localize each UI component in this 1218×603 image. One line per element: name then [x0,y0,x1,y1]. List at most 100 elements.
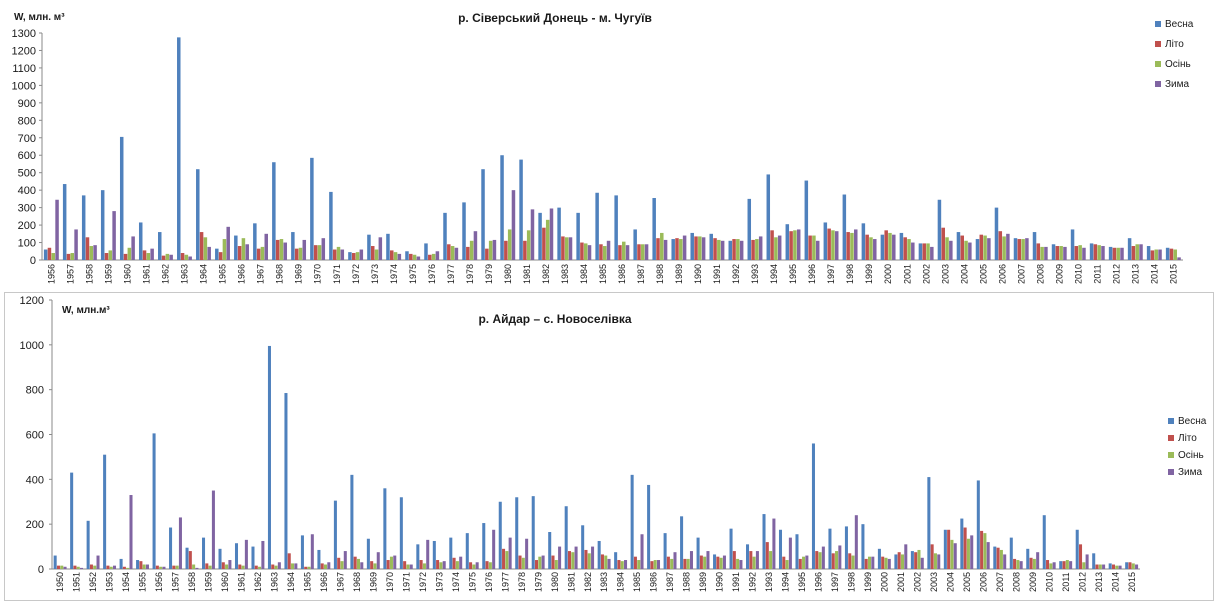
x-tick-label: 1966 [237,264,247,284]
bar [74,229,78,260]
x-tick-label: 1977 [500,572,510,592]
bar [234,235,238,260]
bar [844,526,848,569]
bar [871,556,875,569]
bar [119,136,124,260]
bar [455,561,459,569]
bar [353,556,357,569]
bar [393,252,398,260]
bar [275,239,280,260]
bar [772,518,776,569]
bar [699,555,703,569]
bar [1025,238,1029,260]
x-tick-label: 1974 [389,264,399,284]
bar [274,565,278,569]
bar [624,560,628,569]
x-tick-label: 1955 [138,572,148,592]
bar [834,231,839,260]
bar [454,247,459,260]
x-tick-label: 1981 [566,572,576,592]
bar [976,480,980,569]
x-tick-label: 1977 [446,264,456,284]
x-tick-label: 2002 [912,572,922,592]
bar [894,554,898,569]
x-tick-label: 1973 [434,572,444,592]
bar [1154,249,1158,260]
bar [864,558,868,569]
bar [821,546,825,569]
bar [104,253,109,260]
bar [831,553,835,569]
x-tick-label: 2006 [978,572,988,592]
bar [96,555,100,569]
bar [795,534,799,569]
bar [390,250,394,260]
chart-title: р. Сіверський Донець - м. Чугуїв [458,11,652,25]
bar [736,558,740,569]
x-tick-label: 1975 [467,572,477,592]
bar [205,563,209,569]
y-tick-label: 1100 [12,63,36,75]
x-tick-label: 1982 [541,264,551,284]
bar [930,544,934,569]
bar [766,174,771,260]
bar [777,235,782,260]
x-tick-label: 2007 [1016,264,1026,284]
bar [526,230,531,260]
bar [129,495,133,569]
bar [937,199,942,260]
bar [222,239,227,260]
bar [123,253,128,260]
bar [926,243,930,260]
bar [459,556,463,569]
bar [602,246,607,260]
bar [720,240,725,260]
bar [953,543,957,569]
bar [447,244,451,260]
x-tick-label: 1984 [616,572,626,592]
bar [937,554,941,569]
bar [620,561,624,569]
bar [511,190,516,260]
chart-svg-aidar: р. Айдар – с. Новоселівка W, млн.м³ 0 200… [20,295,1207,592]
bar [549,208,554,260]
y-tick-label: 400 [18,185,36,197]
x-tick-label: 1959 [204,572,214,592]
bar [960,518,964,569]
bar [150,248,154,260]
x-tick-label: 1980 [550,572,560,592]
bar [736,239,740,260]
bar [789,231,793,260]
bar [770,230,774,260]
x-tick-label: 1954 [121,572,131,592]
bar [641,244,645,260]
bar [1044,246,1048,260]
x-tick-label: 1951 [72,572,82,592]
bar [202,537,206,569]
bar [196,169,200,260]
x-tick-label: 2003 [929,572,939,592]
bar [310,157,314,260]
x-tick-label: 1980 [503,264,513,284]
bar [782,556,786,569]
bar [917,549,921,569]
x-tick-label: 2005 [978,264,988,284]
x-tick-label: 1973 [370,264,380,284]
bar [607,558,611,569]
bar [747,198,752,260]
x-tick-label: 1998 [847,572,857,592]
bar [947,529,951,569]
bar [1131,246,1136,260]
bar [1118,565,1122,569]
x-tick-label: 1956 [47,264,57,284]
bar [70,472,74,569]
bar [599,244,603,260]
bar [340,249,345,260]
bar [842,194,847,260]
bar [469,240,474,260]
bar [1173,249,1177,260]
bar [244,539,248,569]
bar [1102,564,1106,569]
bar [406,564,410,569]
bar [1115,565,1119,569]
